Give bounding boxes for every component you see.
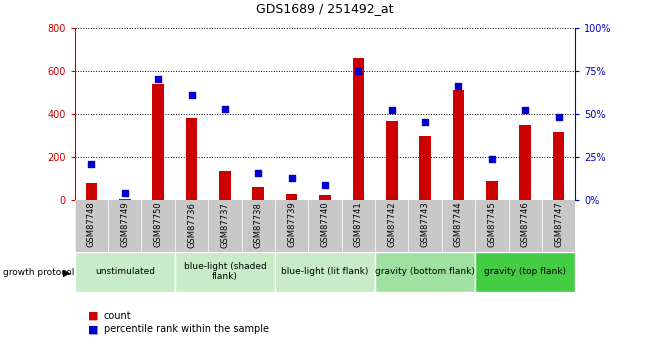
Bar	[319, 195, 331, 200]
Bar	[452, 90, 464, 200]
Text: gravity (top flank): gravity (top flank)	[484, 267, 566, 276]
Text: GSM87739: GSM87739	[287, 201, 296, 247]
Bar	[275, 252, 375, 292]
Bar	[219, 171, 231, 200]
Bar	[375, 252, 475, 292]
Text: GSM87748: GSM87748	[87, 201, 96, 247]
Text: GSM87744: GSM87744	[454, 201, 463, 247]
Text: count: count	[104, 311, 131, 321]
Point	[487, 156, 497, 161]
Point	[420, 120, 430, 125]
Point	[287, 175, 297, 180]
Bar	[286, 194, 298, 200]
Bar	[486, 181, 498, 200]
Bar	[352, 58, 364, 200]
Text: growth protocol: growth protocol	[3, 268, 75, 277]
Text: GSM87747: GSM87747	[554, 201, 563, 247]
Bar	[175, 252, 275, 292]
Bar	[75, 252, 175, 292]
Text: GSM87740: GSM87740	[320, 201, 330, 247]
Point	[153, 77, 163, 82]
Bar	[152, 84, 164, 200]
Point	[120, 190, 130, 196]
Bar	[252, 187, 264, 200]
Bar	[386, 121, 398, 200]
Text: GSM87746: GSM87746	[521, 201, 530, 247]
Text: GSM87750: GSM87750	[153, 201, 162, 247]
Text: ■: ■	[88, 325, 98, 334]
Text: GSM87737: GSM87737	[220, 201, 229, 247]
Text: GSM87738: GSM87738	[254, 201, 263, 247]
Text: GSM87743: GSM87743	[421, 201, 430, 247]
Text: percentile rank within the sample: percentile rank within the sample	[104, 325, 269, 334]
Bar	[475, 252, 575, 292]
Point	[320, 182, 330, 187]
Text: ▶: ▶	[62, 268, 70, 277]
Point	[86, 161, 97, 167]
Point	[187, 92, 197, 98]
Text: unstimulated: unstimulated	[95, 267, 155, 276]
Text: gravity (bottom flank): gravity (bottom flank)	[375, 267, 475, 276]
Text: ■: ■	[88, 311, 98, 321]
Text: blue-light (shaded
flank): blue-light (shaded flank)	[183, 262, 266, 282]
Point	[253, 170, 263, 175]
Bar	[419, 137, 431, 200]
Point	[353, 68, 363, 73]
Text: GDS1689 / 251492_at: GDS1689 / 251492_at	[256, 2, 394, 15]
Text: GSM87741: GSM87741	[354, 201, 363, 247]
Bar	[519, 125, 531, 200]
Bar	[186, 118, 198, 200]
Point	[520, 108, 530, 113]
Text: blue-light (lit flank): blue-light (lit flank)	[281, 267, 369, 276]
Text: GSM87745: GSM87745	[488, 201, 497, 247]
Bar	[552, 132, 564, 200]
Point	[387, 108, 397, 113]
Text: GSM87749: GSM87749	[120, 201, 129, 247]
Point	[220, 106, 230, 111]
Text: GSM87742: GSM87742	[387, 201, 396, 247]
Bar	[86, 183, 97, 200]
Point	[553, 115, 564, 120]
Point	[453, 83, 463, 89]
Bar	[119, 199, 131, 200]
Text: GSM87736: GSM87736	[187, 201, 196, 247]
